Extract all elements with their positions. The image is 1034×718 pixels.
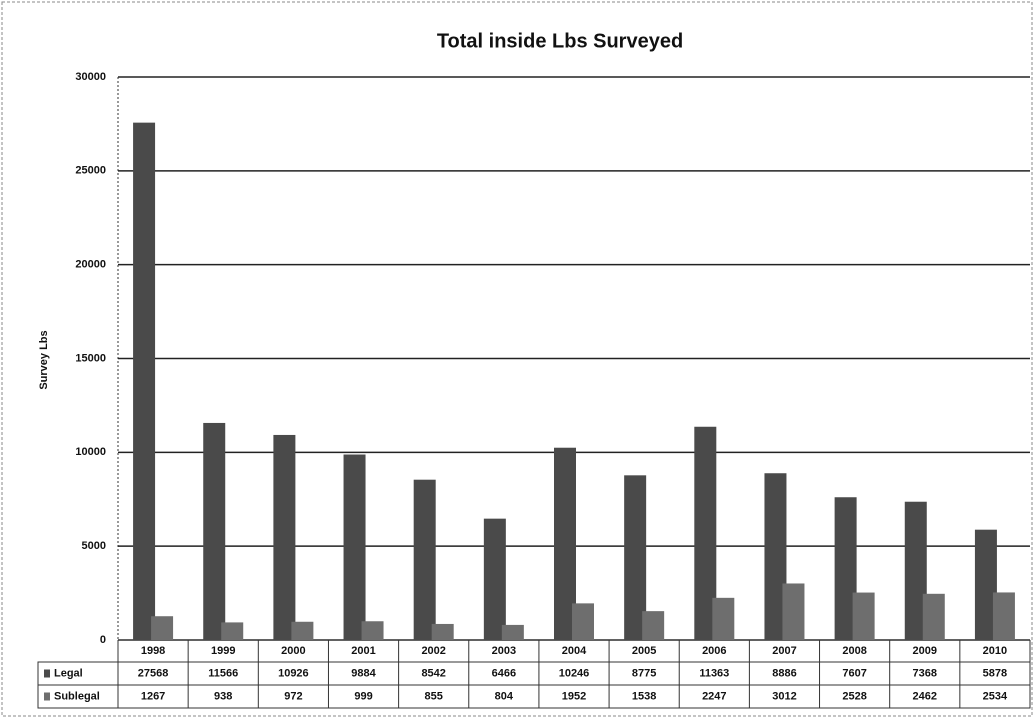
table-value: 7368 <box>913 667 937 679</box>
x-tick-label: 2000 <box>281 645 305 657</box>
bar <box>501 624 524 640</box>
bar <box>764 473 787 640</box>
bar <box>413 479 436 640</box>
y-tick-label: 30000 <box>75 71 106 83</box>
table-value: 8886 <box>772 667 796 679</box>
bar <box>203 422 226 640</box>
bar <box>642 611 665 640</box>
table-value: 999 <box>354 690 372 702</box>
bar <box>554 447 576 640</box>
bar <box>974 529 997 640</box>
table-value: 2462 <box>913 690 937 702</box>
table-value: 972 <box>284 690 302 702</box>
table-value: 855 <box>425 690 443 702</box>
y-tick-label: 25000 <box>75 165 106 177</box>
table-value: 11566 <box>208 667 238 679</box>
bar <box>343 454 366 640</box>
y-tick-label: 5000 <box>82 540 106 552</box>
bar <box>904 501 927 640</box>
table-value: 3012 <box>772 690 796 702</box>
x-tick-label: 2010 <box>983 645 1007 657</box>
x-tick-label: 1998 <box>141 645 165 657</box>
bar <box>361 621 384 640</box>
bar <box>151 616 174 640</box>
bar <box>624 475 647 640</box>
bar <box>694 426 717 640</box>
bar <box>834 497 857 640</box>
x-tick-label: 2001 <box>351 645 375 657</box>
table-value: 2247 <box>702 690 726 702</box>
x-tick-label: 2008 <box>842 645 866 657</box>
table-value: 2528 <box>842 690 866 702</box>
table-value: 10246 <box>559 667 590 679</box>
table-value: 6466 <box>492 667 516 679</box>
table-value: 7607 <box>842 667 866 679</box>
y-tick-label: 20000 <box>75 259 106 271</box>
x-tick-label: 2009 <box>913 645 937 657</box>
table-value: 8775 <box>632 667 656 679</box>
bar <box>483 518 506 640</box>
table-value: 9884 <box>351 667 376 679</box>
chart-title: Total inside Lbs Surveyed <box>437 30 683 52</box>
table-value: 938 <box>214 690 232 702</box>
legend-swatch <box>44 669 50 678</box>
legend-swatch <box>44 692 50 701</box>
x-tick-label: 2004 <box>562 645 587 657</box>
bar <box>712 597 735 640</box>
bar <box>291 621 314 640</box>
table-value: 10926 <box>278 667 309 679</box>
bar <box>572 603 594 640</box>
y-tick-label: 15000 <box>75 352 106 364</box>
table-value: 804 <box>495 690 514 702</box>
x-tick-label: 2003 <box>492 645 516 657</box>
x-tick-label: 2005 <box>632 645 656 657</box>
bar <box>133 122 156 641</box>
table-value: 27568 <box>138 667 169 679</box>
x-tick-label: 2002 <box>421 645 445 657</box>
bar <box>922 593 945 640</box>
x-tick-label: 1999 <box>211 645 235 657</box>
table-value: 11363 <box>699 667 729 679</box>
bar <box>782 583 805 640</box>
table-value: 1538 <box>632 690 656 702</box>
x-tick-label: 2007 <box>772 645 796 657</box>
table-value: 5878 <box>983 667 1007 679</box>
y-axis-label: Survey Lbs <box>38 330 50 389</box>
table-value: 8542 <box>421 667 445 679</box>
table-value: 1952 <box>562 690 586 702</box>
legend-label: Legal <box>54 667 83 679</box>
y-tick-label: 0 <box>100 634 106 646</box>
table-value: 2534 <box>983 690 1008 702</box>
legend-label: Sublegal <box>54 690 100 702</box>
x-tick-label: 2006 <box>702 645 726 657</box>
table-value: 1267 <box>141 690 165 702</box>
bar <box>221 622 244 640</box>
bar <box>992 592 1015 640</box>
bar <box>431 623 454 640</box>
bar <box>852 592 875 640</box>
bar <box>273 434 296 640</box>
y-tick-label: 10000 <box>75 446 106 458</box>
